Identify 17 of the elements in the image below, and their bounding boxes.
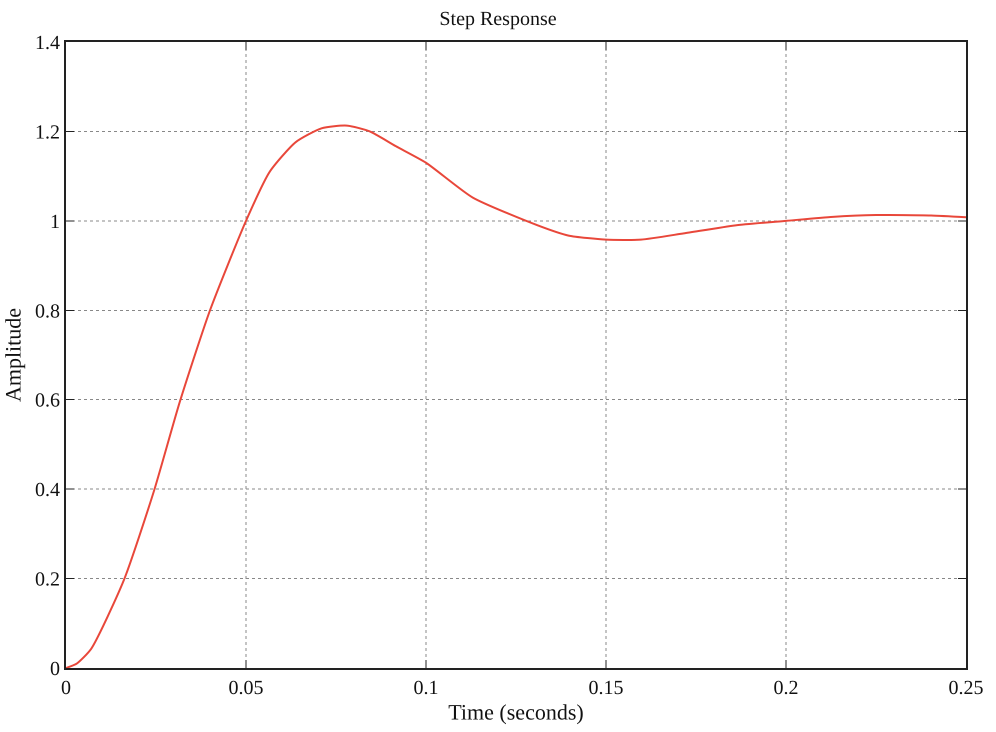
- y-tick-label: 0.6: [35, 390, 60, 412]
- y-tick-label: 1: [50, 210, 60, 233]
- x-tick-label: 0.05: [228, 677, 264, 699]
- x-axis-title: Time (seconds): [448, 699, 584, 724]
- y-tick-label: 0.8: [35, 300, 60, 322]
- chart-title: Step Response: [439, 8, 557, 30]
- y-axis-title: Amplitude: [0, 308, 26, 402]
- x-tick-label: 0.25: [948, 677, 984, 699]
- y-tick-label: 0: [50, 658, 60, 680]
- x-tick-label: 0.2: [774, 677, 798, 699]
- x-tick-label: 0.15: [588, 677, 624, 699]
- line-series: [66, 124, 966, 668]
- x-tick-label: 0.1: [414, 677, 438, 699]
- y-tick-label: 0.2: [35, 568, 60, 591]
- y-tick-label: 1.2: [35, 121, 60, 144]
- y-tick-label: 1.4: [35, 32, 60, 54]
- y-tick-label: 0.4: [35, 479, 60, 502]
